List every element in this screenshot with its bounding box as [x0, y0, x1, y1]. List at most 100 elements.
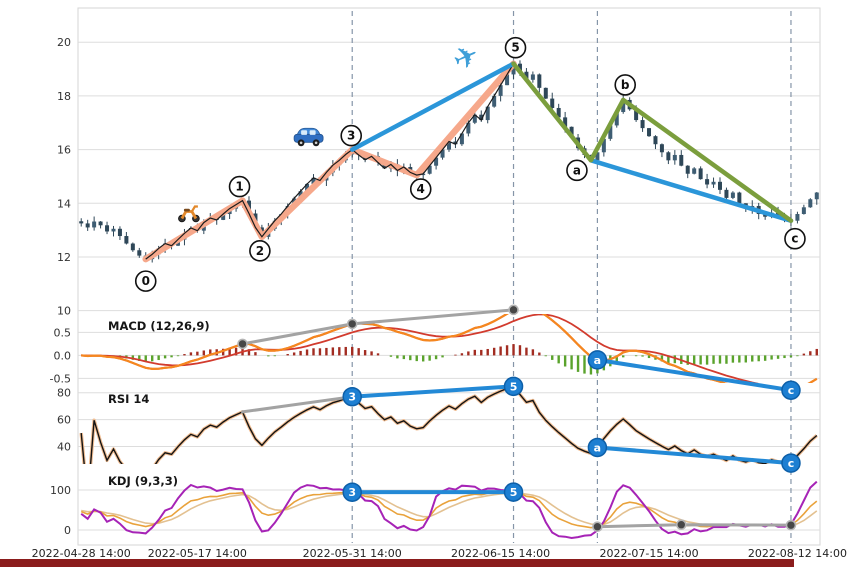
y-tick-label: 40: [57, 441, 71, 454]
car-icon: [293, 127, 324, 147]
candle: [459, 133, 464, 145]
candle: [137, 250, 142, 256]
grid-layer: [77, 7, 821, 546]
candle: [711, 181, 716, 185]
y-tick-label: -0.5: [50, 372, 71, 385]
wave-marker-0: 0: [134, 270, 157, 292]
x-tick-label: 2022-06-15 14:00: [451, 547, 550, 560]
trend-line-3-5: [349, 61, 516, 152]
svg-text:3: 3: [348, 391, 356, 404]
svg-text:c: c: [791, 232, 798, 246]
candle: [434, 157, 439, 166]
candle: [485, 106, 490, 121]
candle: [550, 98, 555, 108]
impulse-core-line: [145, 63, 515, 260]
candle: [505, 74, 510, 86]
blue-marker-5-rsi: 5: [503, 376, 524, 397]
wave-marker-2: 2: [249, 240, 271, 262]
y-tick-label: 14: [57, 197, 71, 210]
candle: [453, 141, 458, 145]
candle: [563, 117, 568, 127]
y-tick-label: 10: [57, 305, 71, 318]
candle: [517, 63, 522, 72]
candle: [692, 168, 697, 174]
y-tick-label: 20: [57, 36, 71, 49]
candle: [601, 138, 606, 153]
svg-text:4: 4: [417, 182, 425, 196]
candle: [492, 95, 497, 107]
candle: [298, 191, 303, 199]
candle: [647, 128, 652, 137]
candle: [801, 207, 806, 215]
candle: [446, 141, 452, 150]
wave-marker-1: 1: [228, 175, 251, 198]
svg-text:5: 5: [510, 486, 518, 499]
y-tick-label: 16: [57, 144, 71, 157]
candle: [543, 87, 548, 99]
svg-text:a: a: [594, 441, 601, 454]
wave-marker-5: 5: [504, 36, 527, 59]
candle: [724, 189, 729, 198]
candle: [511, 63, 516, 75]
blue-marker-3-kdj: 3: [342, 482, 362, 502]
svg-text:5: 5: [510, 380, 518, 393]
rsi-halo-line: [79, 386, 818, 464]
blue-marker-a-rsi: a: [587, 437, 608, 458]
candle: [427, 165, 432, 174]
candle: [524, 71, 529, 80]
candle: [763, 214, 768, 217]
candle: [105, 225, 110, 232]
candle: [498, 85, 503, 96]
candle: [556, 107, 561, 118]
gray-annotation-line-kdj: [595, 523, 793, 529]
candle: [730, 192, 735, 198]
svg-text:c: c: [788, 384, 795, 397]
y-tick-label: 12: [57, 251, 71, 264]
rsi-panel-label: RSI 14: [108, 392, 149, 406]
axis-labels: 1012141618200.50.0-0.540608001002022-04-…: [32, 36, 847, 560]
kdj-k-line: [80, 491, 818, 529]
svg-text:0: 0: [142, 274, 150, 288]
gray-annotation-line-rsi: [241, 395, 354, 414]
svg-text:b: b: [621, 78, 630, 92]
kdj-j-line: [80, 480, 818, 540]
y-tick-label: 0.5: [54, 326, 72, 339]
trend-line-a-c: [588, 158, 794, 223]
svg-text:3: 3: [348, 486, 356, 499]
candle: [569, 126, 574, 138]
candle: [621, 99, 626, 113]
candle: [653, 136, 658, 145]
gray-dot: [592, 521, 603, 533]
candle: [421, 173, 426, 176]
candle: [666, 152, 671, 161]
y-tick-label: 80: [57, 387, 71, 400]
candle: [814, 192, 819, 200]
candle: [305, 183, 310, 192]
dashed-vlines: [351, 11, 792, 543]
x-tick-label: 2022-04-28 14:00: [32, 547, 131, 560]
svg-text:✈: ✈: [448, 37, 485, 79]
candle: [808, 199, 813, 208]
candle: [705, 179, 710, 185]
y-tick-label: 100: [50, 484, 71, 497]
wave-marker-4: 4: [409, 178, 432, 200]
candle: [640, 120, 645, 129]
candle: [614, 112, 619, 126]
x-tick-label: 2022-05-31 14:00: [303, 547, 402, 560]
y-tick-label: 18: [57, 90, 71, 103]
candle: [440, 149, 445, 158]
candle: [530, 74, 535, 80]
candle: [85, 223, 90, 228]
annotations-layer: 0 1 2 3 4 5 a b c a c 3 5 a c 3 5: [134, 36, 806, 533]
svg-text:2: 2: [256, 244, 264, 258]
candle: [698, 168, 703, 180]
candle: [672, 154, 677, 161]
gray-dot: [237, 338, 248, 350]
svg-text:3: 3: [347, 129, 355, 143]
candle: [124, 236, 129, 244]
macd-panel-label: MACD (12,26,9): [108, 319, 210, 333]
corrective-wave-line: [511, 61, 794, 223]
candle: [79, 221, 84, 224]
